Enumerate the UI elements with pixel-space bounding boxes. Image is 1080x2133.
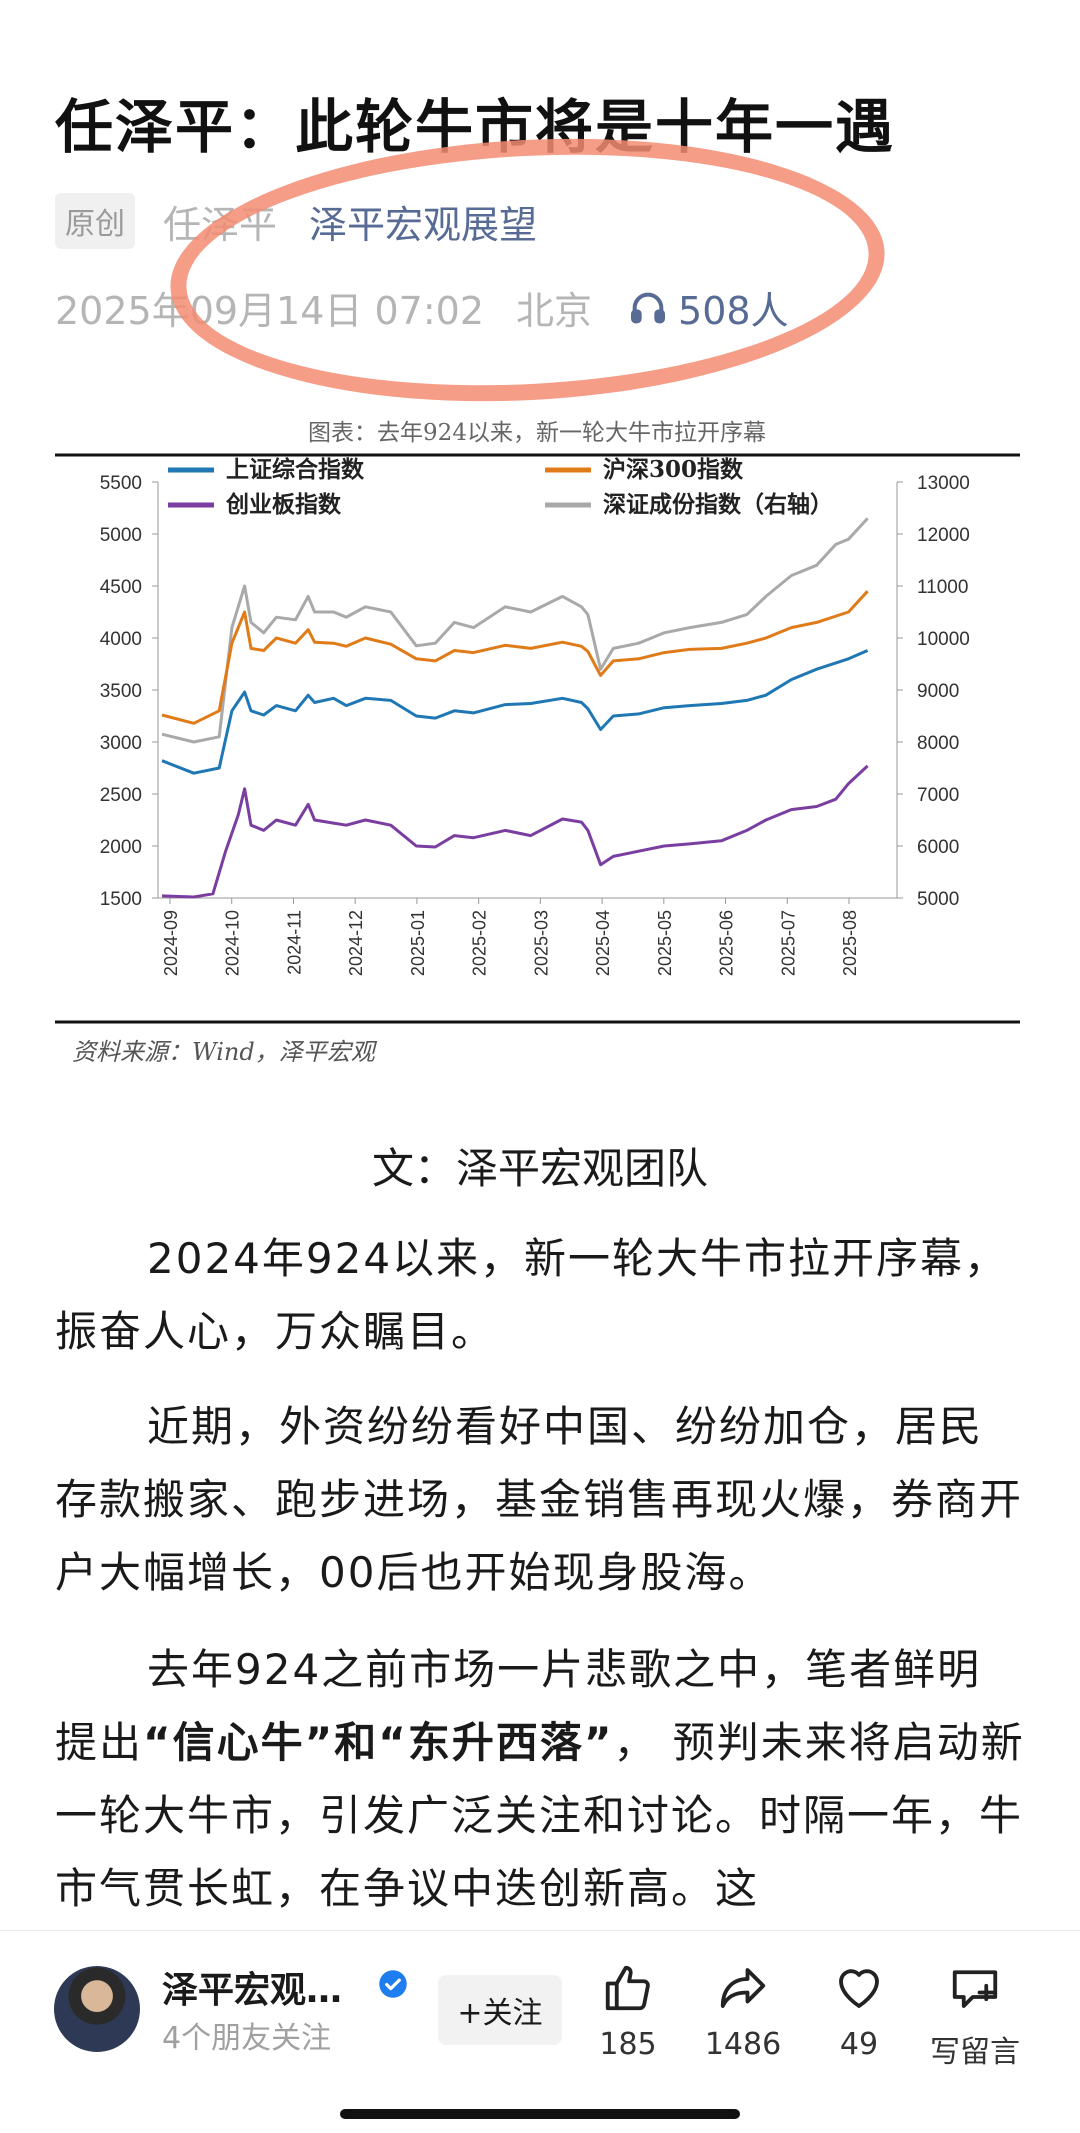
article-byline: 文：泽平宏观团队 (371, 1144, 708, 1193)
index-chart: 图表：去年924以来，新一轮大牛市拉开序幕 5500 5000 4500 4000 35… (55, 420, 1020, 1024)
y-right-tick-label: 13000 (917, 473, 970, 494)
y-left-tick-label: 2000 (100, 837, 142, 858)
y-left-tick-label: 3000 (100, 733, 142, 754)
y-right-tick-label: 5000 (917, 889, 959, 910)
series-line-1 (161, 649, 869, 775)
y-left-tick-label: 3500 (100, 681, 142, 702)
original-badge: 原创 (55, 193, 135, 249)
y-right-ticks: 13000 12000 11000 10000 9000 8000 7000 6000 5000 (897, 473, 970, 910)
x-tick-label: 2025-05 (655, 910, 675, 976)
chart-title: 图表：去年924以来，新一轮大牛市拉开序幕 (308, 420, 766, 446)
y-right-tick-label: 6000 (917, 837, 959, 858)
thumbs-up-icon (605, 1965, 650, 2011)
paragraph-3-bold: “信心牛”和“东升西落” (143, 1718, 614, 1767)
article-title: 任泽平：此轮牛市将是十年一遇 (55, 93, 896, 161)
x-tick-label: 2025-02 (470, 910, 490, 976)
x-ticks: 2024-09 2024-10 2024-11 2024-12 2025-01 2025-… (161, 898, 860, 976)
friends-following: 4个朋友关注 (162, 2021, 332, 2056)
y-left-tick-label: 2500 (100, 785, 142, 806)
paragraph-2: 近期，外资纷纷看好中国、纷纷加仓，居民存款搬家、跑步进场，基金销售再现火爆，券商… (55, 1402, 1024, 1597)
listener-count: 508人 (678, 289, 789, 333)
home-indicator (340, 2109, 740, 2119)
publish-info: 2025年09月14日 07:02 北京 508人 (55, 280, 789, 335)
series-line-2 (161, 590, 869, 725)
x-tick-label: 2025-01 (408, 910, 428, 976)
comment-label: 写留言 (930, 2035, 1020, 2070)
avatar[interactable] (54, 1966, 140, 2052)
y-right-tick-label: 12000 (917, 525, 970, 546)
chart-image: 图表：去年924以来，新一轮大牛市拉开序幕 5500 5000 4500 4000 35… (55, 420, 1020, 1070)
y-right-tick-label: 11000 (917, 577, 968, 598)
paragraph-3-a: 去年924之前市场一片悲歌之中，笔者鲜明提出 (55, 1645, 982, 1767)
x-tick-label: 2025-06 (717, 910, 737, 976)
like-button[interactable]: 185 (573, 1961, 683, 2062)
y-left-tick-label: 5000 (100, 525, 142, 546)
share-button[interactable]: 1486 (688, 1961, 798, 2062)
highlight-circle (163, 121, 892, 419)
legend-label: 上证综合指数 (226, 456, 365, 483)
legend-label: 深证成份指数（右轴） (603, 491, 833, 518)
x-tick-label: 2025-04 (593, 910, 613, 976)
x-tick-label: 2024-11 (284, 910, 304, 975)
x-tick-label: 2024-10 (223, 910, 243, 976)
paragraph-3-c: ， 预判未来将启动新一轮大牛市，引发广泛关注和讨论。时隔一年，牛市气贯长虹，在争… (55, 1718, 1025, 1913)
y-right-tick-label: 8000 (917, 733, 959, 754)
series-lines (161, 517, 869, 899)
author-name[interactable]: 任泽平 (163, 202, 278, 247)
y-left-tick-label: 4000 (100, 629, 142, 650)
favorite-button[interactable]: 49 (804, 1961, 914, 2062)
legend-label: 创业板指数 (225, 491, 342, 518)
article-meta: 原创 任泽平 泽平宏观展望 (55, 193, 538, 249)
y-left-tick-label: 4500 (100, 577, 142, 598)
share-icon (720, 1968, 766, 2008)
chart-source: 资料来源：Wind，泽平宏观 (72, 1038, 375, 1066)
follow-button[interactable]: +关注 (438, 1975, 562, 2045)
x-tick-label: 2025-08 (840, 910, 860, 976)
series-line-3 (161, 764, 869, 899)
listen-button[interactable]: 508人 (628, 280, 789, 335)
heart-icon (839, 1969, 879, 2008)
x-tick-label: 2024-12 (346, 910, 366, 976)
x-tick-label: 2025-07 (778, 910, 798, 976)
like-count: 185 (599, 2027, 657, 2062)
series-line-4 (161, 517, 869, 744)
verified-icon (379, 1970, 407, 1998)
y-left-ticks: 5500 5000 4500 4000 3500 3000 2500 2000 1500 (100, 473, 158, 910)
headphones-icon (631, 292, 666, 323)
y-right-tick-label: 9000 (917, 681, 959, 702)
publish-location: 北京 (516, 289, 593, 333)
publish-datetime: 2025年09月14日 07:02 (55, 289, 485, 333)
y-right-tick-label: 7000 (917, 785, 959, 806)
favorite-count: 49 (839, 2027, 879, 2062)
bottom-toolbar: 泽平宏观… 4个朋友关注 +关注 185 1486 49 写留言 (0, 1930, 1080, 2133)
paragraph-3: 去年924之前市场一片悲歌之中，笔者鲜明提出“信心牛”和“东升西落”， 预判未来… (55, 1633, 1025, 1925)
legend-label: 沪深300指数 (603, 456, 744, 483)
y-right-tick-label: 10000 (917, 629, 970, 650)
comment-button[interactable]: 写留言 (920, 1961, 1030, 2071)
y-left-tick-label: 5500 (100, 473, 142, 494)
share-count: 1486 (704, 2027, 782, 2062)
x-tick-label: 2024-09 (161, 910, 181, 976)
account-link[interactable]: 泽平宏观展望 (309, 202, 538, 247)
comment-icon (952, 1970, 998, 2008)
x-tick-label: 2025-03 (531, 910, 551, 976)
account-name[interactable]: 泽平宏观… (162, 1970, 343, 2011)
y-left-tick-label: 1500 (100, 889, 142, 910)
paragraph-1: 2024年924以来，新一轮大牛市拉开序幕，振奋人心，万众瞩目。 (55, 1234, 1009, 1356)
